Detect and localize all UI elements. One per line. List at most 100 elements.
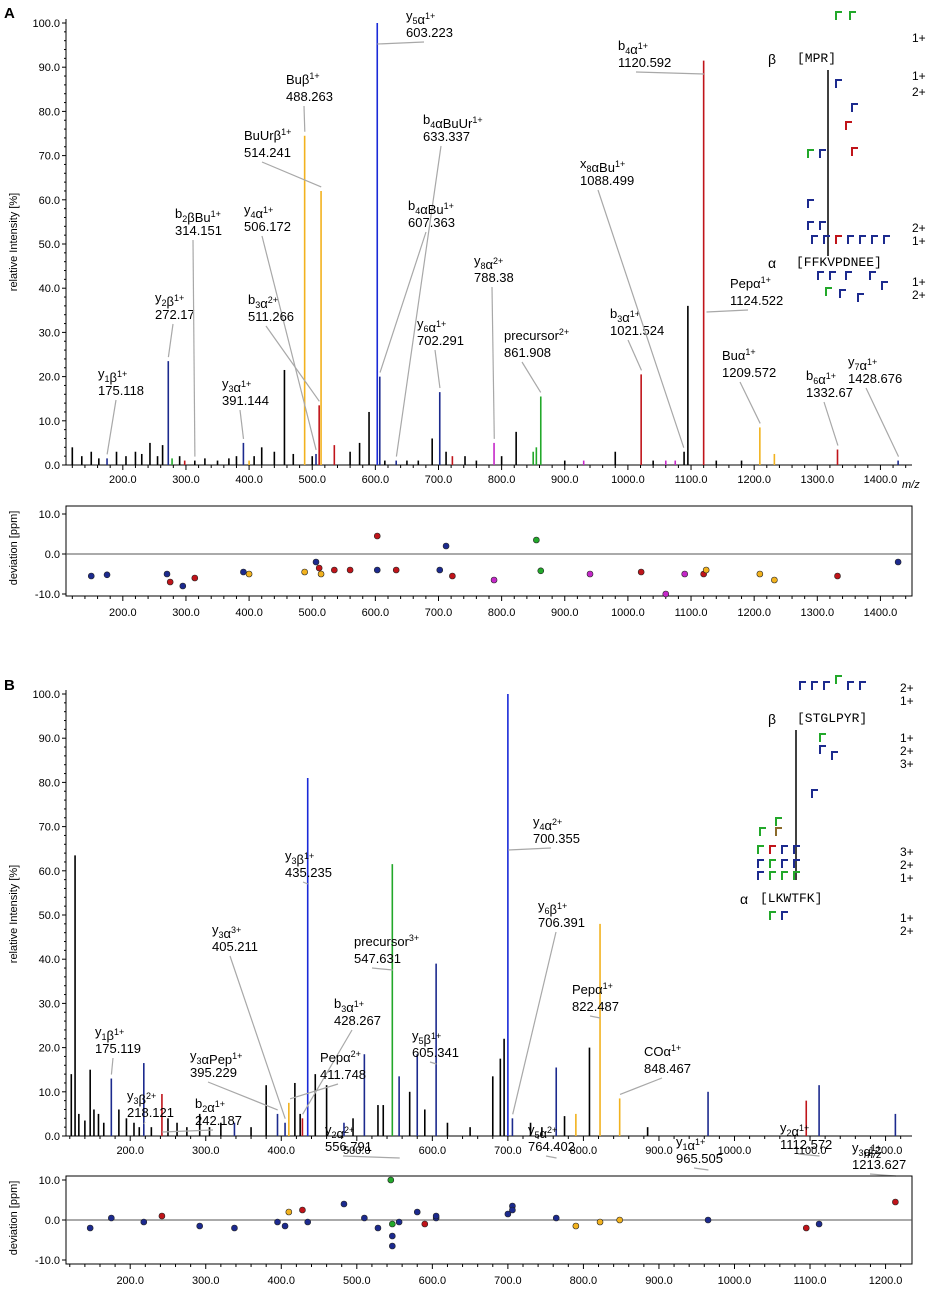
deviation-point (281, 1222, 289, 1230)
deviation-point (616, 1216, 623, 1224)
deviation-point (432, 1212, 440, 1220)
deviation-point (387, 1176, 395, 1184)
annotation-ion-label: b3α1+ (610, 306, 640, 325)
panel-b-fragment-map: β [STGLPYR] α [LKWTFK] 2+ 1+ 1+ 2+ 3+ 3+… (740, 681, 914, 938)
annotation-leader (739, 381, 761, 424)
dev-y-tick-label: 0.0 (45, 549, 60, 561)
dev-x-tick-label: 900.0 (645, 1275, 673, 1287)
dev-x-tick-label: 400.0 (268, 1275, 296, 1287)
deviation-point (373, 566, 381, 574)
fragment-bracket (819, 149, 826, 158)
annotation-mz-value: 861.908 (504, 345, 551, 360)
annotation-leader (265, 325, 320, 402)
annotation-ion-label: COα1+ (644, 1043, 681, 1059)
dev-x-tick-label: 200.0 (116, 1275, 144, 1287)
dev-x-tick-label: 700.0 (425, 607, 453, 619)
panel-a-charge-top-1: 1+ (912, 69, 926, 83)
fragment-bracket (807, 149, 814, 158)
deviation-point (196, 1222, 203, 1230)
annotation-mz-value: 411.748 (320, 1067, 366, 1082)
fragment-bracket (817, 271, 824, 280)
annotation-mz-value: 848.467 (644, 1061, 691, 1076)
panel-a-beta-label: β (768, 51, 776, 67)
y-tick-label: 20.0 (39, 1043, 60, 1055)
annotation-ion-label: y1α1+ (676, 1134, 705, 1153)
annotation-mz-value: 511.266 (248, 309, 294, 324)
deviation-point (834, 572, 841, 580)
fragment-bracket (839, 289, 846, 298)
panel-a-fragment-map: β [MPR] α [FFKVPDNEE] 1+ 1+ 2+ 2+ 1+ 1+ … (768, 31, 926, 302)
panel-a-charge-bot-0: 1+ (912, 275, 926, 289)
fragment-bracket (871, 235, 878, 244)
annotation-mz-value: 488.263 (286, 89, 333, 104)
x-tick-label: 1000.0 (611, 474, 645, 486)
deviation-point (442, 542, 450, 550)
y-tick-label: 40.0 (39, 283, 60, 295)
annotation-ion-label: y6β1+ (538, 898, 567, 917)
deviation-point (596, 1218, 604, 1226)
deviation-point (894, 558, 902, 566)
annotation-ion-label: BuUrβ1+ (244, 127, 291, 143)
fragment-bracket (825, 287, 832, 296)
x-tick-label: 400.0 (235, 474, 263, 486)
x-tick-label: 900.0 (645, 1145, 673, 1157)
annotation-ion-label: b6α1+ (806, 368, 836, 387)
deviation-point (395, 1218, 403, 1226)
annotation-leader (379, 231, 427, 373)
deviation-point (346, 566, 354, 574)
annotation-leader (589, 1015, 601, 1019)
deviation-point (702, 566, 710, 574)
fragment-bracket (811, 789, 818, 798)
deviation-point (340, 1200, 348, 1208)
deviation-point (413, 1208, 421, 1216)
dev-x-tick-label: 400.0 (235, 607, 263, 619)
fragment-bracket (819, 745, 826, 754)
x-tick-label: 1200.0 (869, 1145, 903, 1157)
annotation-ion-label: y3β2+ (127, 1088, 156, 1107)
panel-a: A relative Intensity [%] m/z deviation [… (4, 5, 926, 619)
annotation-leader (627, 339, 643, 371)
annotation-mz-value: 1021.524 (610, 323, 664, 338)
y-tick-label: 40.0 (39, 954, 60, 966)
annotation-ion-label: b3α2+ (248, 292, 278, 311)
fragment-bracket (793, 859, 800, 868)
fragment-bracket (775, 827, 782, 836)
annotation-leader (229, 955, 286, 1119)
annotation-mz-value: 272.17 (155, 307, 195, 322)
fragment-bracket (769, 859, 776, 868)
panel-b-charge-bot-0: 3+ (900, 845, 914, 859)
annotation-ion-label: y2α1+ (780, 1120, 809, 1139)
x-tick-label: 800.0 (570, 1145, 598, 1157)
panel-b-alpha-seq: [LKWTFK] (760, 891, 822, 906)
annotation-ion-label: Pepα1+ (572, 981, 613, 997)
dev-y-tick-label: 10.0 (39, 1175, 60, 1187)
annotation-mz-value: 1332.67 (806, 385, 853, 400)
dev-x-tick-label: 900.0 (551, 607, 579, 619)
dev-x-tick-label: 1200.0 (869, 1275, 903, 1287)
annotation-leader (521, 361, 542, 393)
annotation-mz-value: 607.363 (408, 215, 455, 230)
annotation-mz-value: 700.355 (533, 831, 580, 846)
deviation-point (436, 566, 444, 574)
panel-b-charge-bot-2: 1+ (900, 871, 914, 885)
deviation-point (179, 582, 187, 590)
annotation-leader (143, 1121, 146, 1125)
deviation-point (449, 572, 456, 580)
fragment-bracket (807, 199, 814, 208)
deviation-point (373, 532, 381, 540)
annotation-ion-label: x8αBu1+ (580, 156, 625, 175)
x-tick-label: 1000.0 (718, 1145, 752, 1157)
y-tick-label: 0.0 (45, 460, 60, 472)
dev-x-tick-label: 700.0 (494, 1275, 522, 1287)
panel-b-dev-ylabel: deviation [ppm] (8, 1181, 20, 1256)
panel-b-charge-alpha-0: 1+ (900, 911, 914, 925)
panel-b-charge-bot-1: 2+ (900, 858, 914, 872)
deviation-point (299, 1206, 306, 1214)
deviation-point (240, 568, 247, 576)
fragment-bracket (835, 11, 842, 20)
deviation-point (103, 571, 111, 579)
annotation-mz-value: 556.791 (325, 1139, 372, 1154)
deviation-frame (65, 505, 913, 597)
y-tick-label: 50.0 (39, 239, 60, 251)
